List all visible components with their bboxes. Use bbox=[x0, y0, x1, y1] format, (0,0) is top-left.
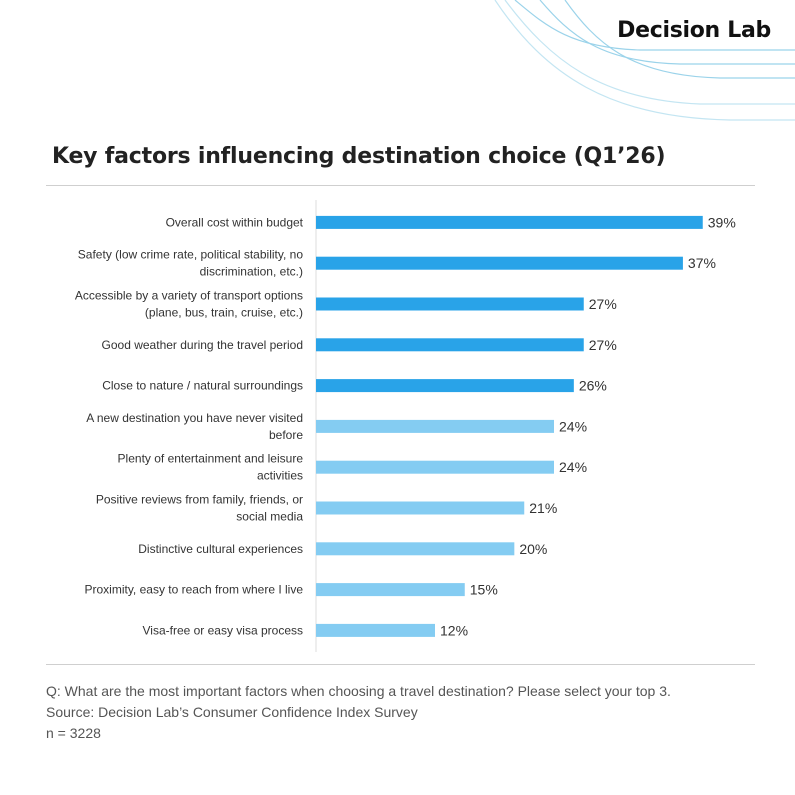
bar bbox=[316, 501, 525, 515]
bar bbox=[316, 338, 584, 352]
bar bbox=[316, 215, 703, 229]
decorative-curve-line bbox=[539, 0, 795, 65]
bar bbox=[316, 623, 435, 637]
survey-question: Q: What are the most important factors w… bbox=[46, 683, 671, 699]
data-label: 12% bbox=[440, 622, 468, 638]
category-label: Positive reviews from family, friends, o… bbox=[96, 493, 303, 524]
bar bbox=[316, 379, 574, 393]
chart-footer: Q: What are the most important factors w… bbox=[46, 681, 671, 744]
bar bbox=[316, 542, 515, 556]
data-label: 27% bbox=[589, 337, 617, 353]
data-label: 27% bbox=[589, 296, 617, 312]
data-label: 21% bbox=[529, 500, 557, 516]
data-label: 20% bbox=[519, 541, 547, 557]
category-label: Close to nature / natural surroundings bbox=[102, 379, 303, 393]
category-label: Proximity, easy to reach from where I li… bbox=[84, 583, 303, 597]
category-label: Overall cost within budget bbox=[166, 215, 304, 229]
data-source: Source: Decision Lab’s Consumer Confiden… bbox=[46, 704, 418, 720]
data-label: 24% bbox=[559, 459, 587, 475]
decorative-curve-line bbox=[494, 0, 795, 121]
category-label: Accessible by a variety of transport opt… bbox=[75, 289, 303, 320]
bar bbox=[316, 297, 584, 311]
bar bbox=[316, 460, 554, 474]
decorative-curves bbox=[494, 0, 795, 121]
chart-title: Key factors influencing destination choi… bbox=[52, 144, 666, 169]
category-label: Plenty of entertainment and leisure activ… bbox=[118, 452, 304, 483]
data-label: 26% bbox=[579, 378, 607, 394]
decorative-curve-line bbox=[514, 0, 795, 51]
category-label: Visa-free or easy visa process bbox=[142, 623, 303, 637]
footer-divider bbox=[46, 664, 755, 665]
data-label: 39% bbox=[708, 214, 736, 230]
bar bbox=[316, 256, 683, 270]
bar bbox=[316, 419, 554, 433]
data-label: 24% bbox=[559, 418, 587, 434]
data-label: 37% bbox=[688, 255, 716, 271]
sample-size: n = 3228 bbox=[46, 725, 101, 741]
decorative-curve-line bbox=[564, 0, 795, 79]
category-label: A new destination you have never visited… bbox=[86, 411, 303, 442]
brand-logo: Decision Lab bbox=[617, 18, 771, 43]
data-label: 15% bbox=[470, 582, 498, 598]
title-divider bbox=[46, 185, 755, 186]
category-label: Distinctive cultural experiences bbox=[138, 542, 303, 556]
bar-chart: 39% Overall cost within budget 37% Safety (… bbox=[75, 200, 736, 652]
bar bbox=[316, 583, 465, 597]
category-label: Safety (low crime rate, political stabil… bbox=[78, 248, 304, 279]
category-label: Good weather during the travel period bbox=[102, 338, 303, 352]
decorative-curve-line bbox=[504, 0, 795, 105]
